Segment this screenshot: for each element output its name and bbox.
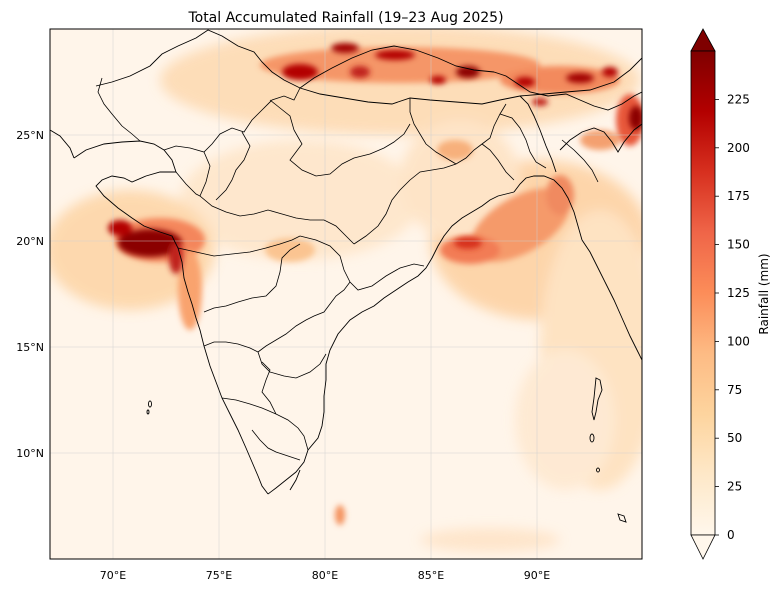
admin-borders — [97, 77, 599, 461]
east-coast — [267, 191, 515, 495]
nepal-north — [299, 45, 495, 89]
colorbar-tick-label: 225 — [727, 92, 750, 106]
lon-tick-label: 85°E — [418, 569, 444, 582]
west-coast — [73, 140, 269, 495]
lon-tick-label: 70°E — [100, 569, 126, 582]
lat-tick-label: 25°N — [16, 129, 44, 142]
colorbar-ticks: 0 25 50 75 100 125 150 175 200 225 — [715, 92, 750, 542]
map-panel — [50, 29, 642, 559]
map-frame — [49, 28, 643, 560]
north-boundary — [95, 29, 642, 105]
gridlines — [50, 29, 642, 559]
lon-tick-label: 90°E — [524, 569, 550, 582]
colorbar-tick-label: 150 — [727, 238, 750, 252]
bay-coast-east — [513, 175, 583, 241]
islands — [146, 377, 627, 523]
coastlines — [50, 29, 642, 495]
colorbar-tick-label: 125 — [727, 286, 750, 300]
colorbar-gradient — [690, 50, 716, 536]
lat-tick-labels: 25°N 20°N 15°N 10°N — [16, 129, 44, 460]
colorbar-tick-label: 100 — [727, 334, 750, 348]
pakistan-coast — [50, 129, 75, 159]
colorbar-extend-max — [690, 28, 716, 52]
colorbar-tick-label: 25 — [727, 480, 742, 494]
colorbar-extend-min — [690, 534, 716, 560]
colorbar: 0 25 50 75 100 125 150 175 200 225 Rainfall (mm) — [690, 28, 771, 560]
colorbar-tick-label: 175 — [727, 189, 750, 203]
lat-tick-label: 15°N — [16, 341, 44, 354]
northeast-outline — [493, 71, 642, 111]
myanmar-coast — [581, 239, 642, 361]
lat-tick-label: 20°N — [16, 235, 44, 248]
lon-tick-label: 75°E — [206, 569, 232, 582]
srilanka-approach — [289, 469, 301, 491]
lat-tick-label: 10°N — [16, 447, 44, 460]
northeast-lower — [519, 95, 642, 173]
map-title: Total Accumulated Rainfall (19–23 Aug 20… — [187, 10, 503, 26]
rainfall-field-heavy — [108, 43, 642, 274]
colorbar-tick-label: 0 — [727, 528, 735, 542]
colorbar-tick-label: 200 — [727, 141, 750, 155]
lon-tick-labels: 70°E 75°E 80°E 85°E 90°E — [100, 569, 550, 582]
lon-tick-label: 80°E — [312, 569, 338, 582]
colorbar-tick-label: 75 — [727, 383, 742, 397]
colorbar-tick-label: 50 — [727, 431, 742, 445]
colorbar-label: Rainfall (mm) — [757, 253, 771, 334]
